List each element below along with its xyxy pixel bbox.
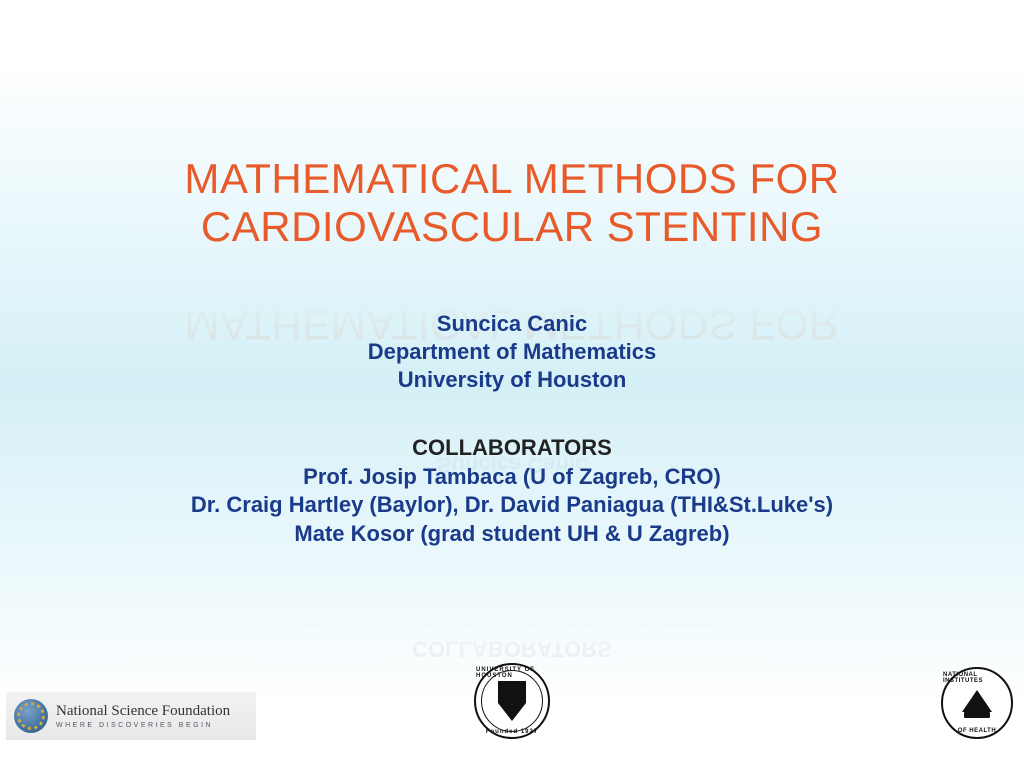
nsf-sub-text: WHERE DISCOVERIES BEGIN (56, 722, 230, 729)
collaborator-line: Mate Kosor (grad student UH & U Zagreb) (191, 520, 833, 549)
nsf-text: National Science Foundation WHERE DISCOV… (56, 704, 230, 729)
nsf-seal-icon (14, 699, 48, 733)
uh-seal-icon: UNIVERSITY OF HOUSTON Founded 1927 (474, 663, 550, 739)
author-block: Suncica Canic Department of Mathematics … (368, 310, 657, 394)
uh-logo: UNIVERSITY OF HOUSTON Founded 1927 (473, 662, 551, 740)
title-line2: CARDIOVASCULAR STENTING (184, 203, 839, 251)
nsf-logo: National Science Foundation WHERE DISCOV… (6, 692, 256, 740)
logos-row: National Science Foundation WHERE DISCOV… (0, 668, 1024, 740)
uh-ring-top: UNIVERSITY OF HOUSTON (476, 667, 548, 679)
title: MATHEMATICAL METHODS FOR CARDIOVASCULAR … (184, 155, 839, 252)
author-univ: University of Houston (368, 366, 657, 394)
nsf-main-text: National Science Foundation (56, 704, 230, 719)
nih-ring-top: NATIONAL INSTITUTES (943, 672, 1011, 684)
nih-ring-bottom: OF HEALTH (958, 728, 996, 734)
nih-logo: NATIONAL INSTITUTES OF HEALTH (940, 666, 1014, 740)
nih-mark-icon (960, 688, 994, 718)
uh-crest-icon (492, 681, 532, 721)
collaborators-heading: COLLABORATORS (191, 434, 833, 463)
slide: MATHEMATICAL METHODS FOR CARDIOVASCULAR … (0, 0, 1024, 768)
uh-ring-bottom: Founded 1927 (486, 729, 538, 735)
collaborator-line: Dr. Craig Hartley (Baylor), Dr. David Pa… (191, 491, 833, 520)
collab-reflection: COLLABORATORS Prof. Josip Tambaca (U of … (191, 548, 833, 662)
author-dept: Department of Mathematics (368, 338, 657, 366)
collaborator-line: Prof. Josip Tambaca (U of Zagreb, CRO) (191, 463, 833, 492)
title-line1: MATHEMATICAL METHODS FOR (184, 155, 839, 203)
author-name: Suncica Canic (368, 310, 657, 338)
collaborators-block: COLLABORATORS Prof. Josip Tambaca (U of … (191, 434, 833, 548)
nih-seal-icon: NATIONAL INSTITUTES OF HEALTH (941, 667, 1013, 739)
